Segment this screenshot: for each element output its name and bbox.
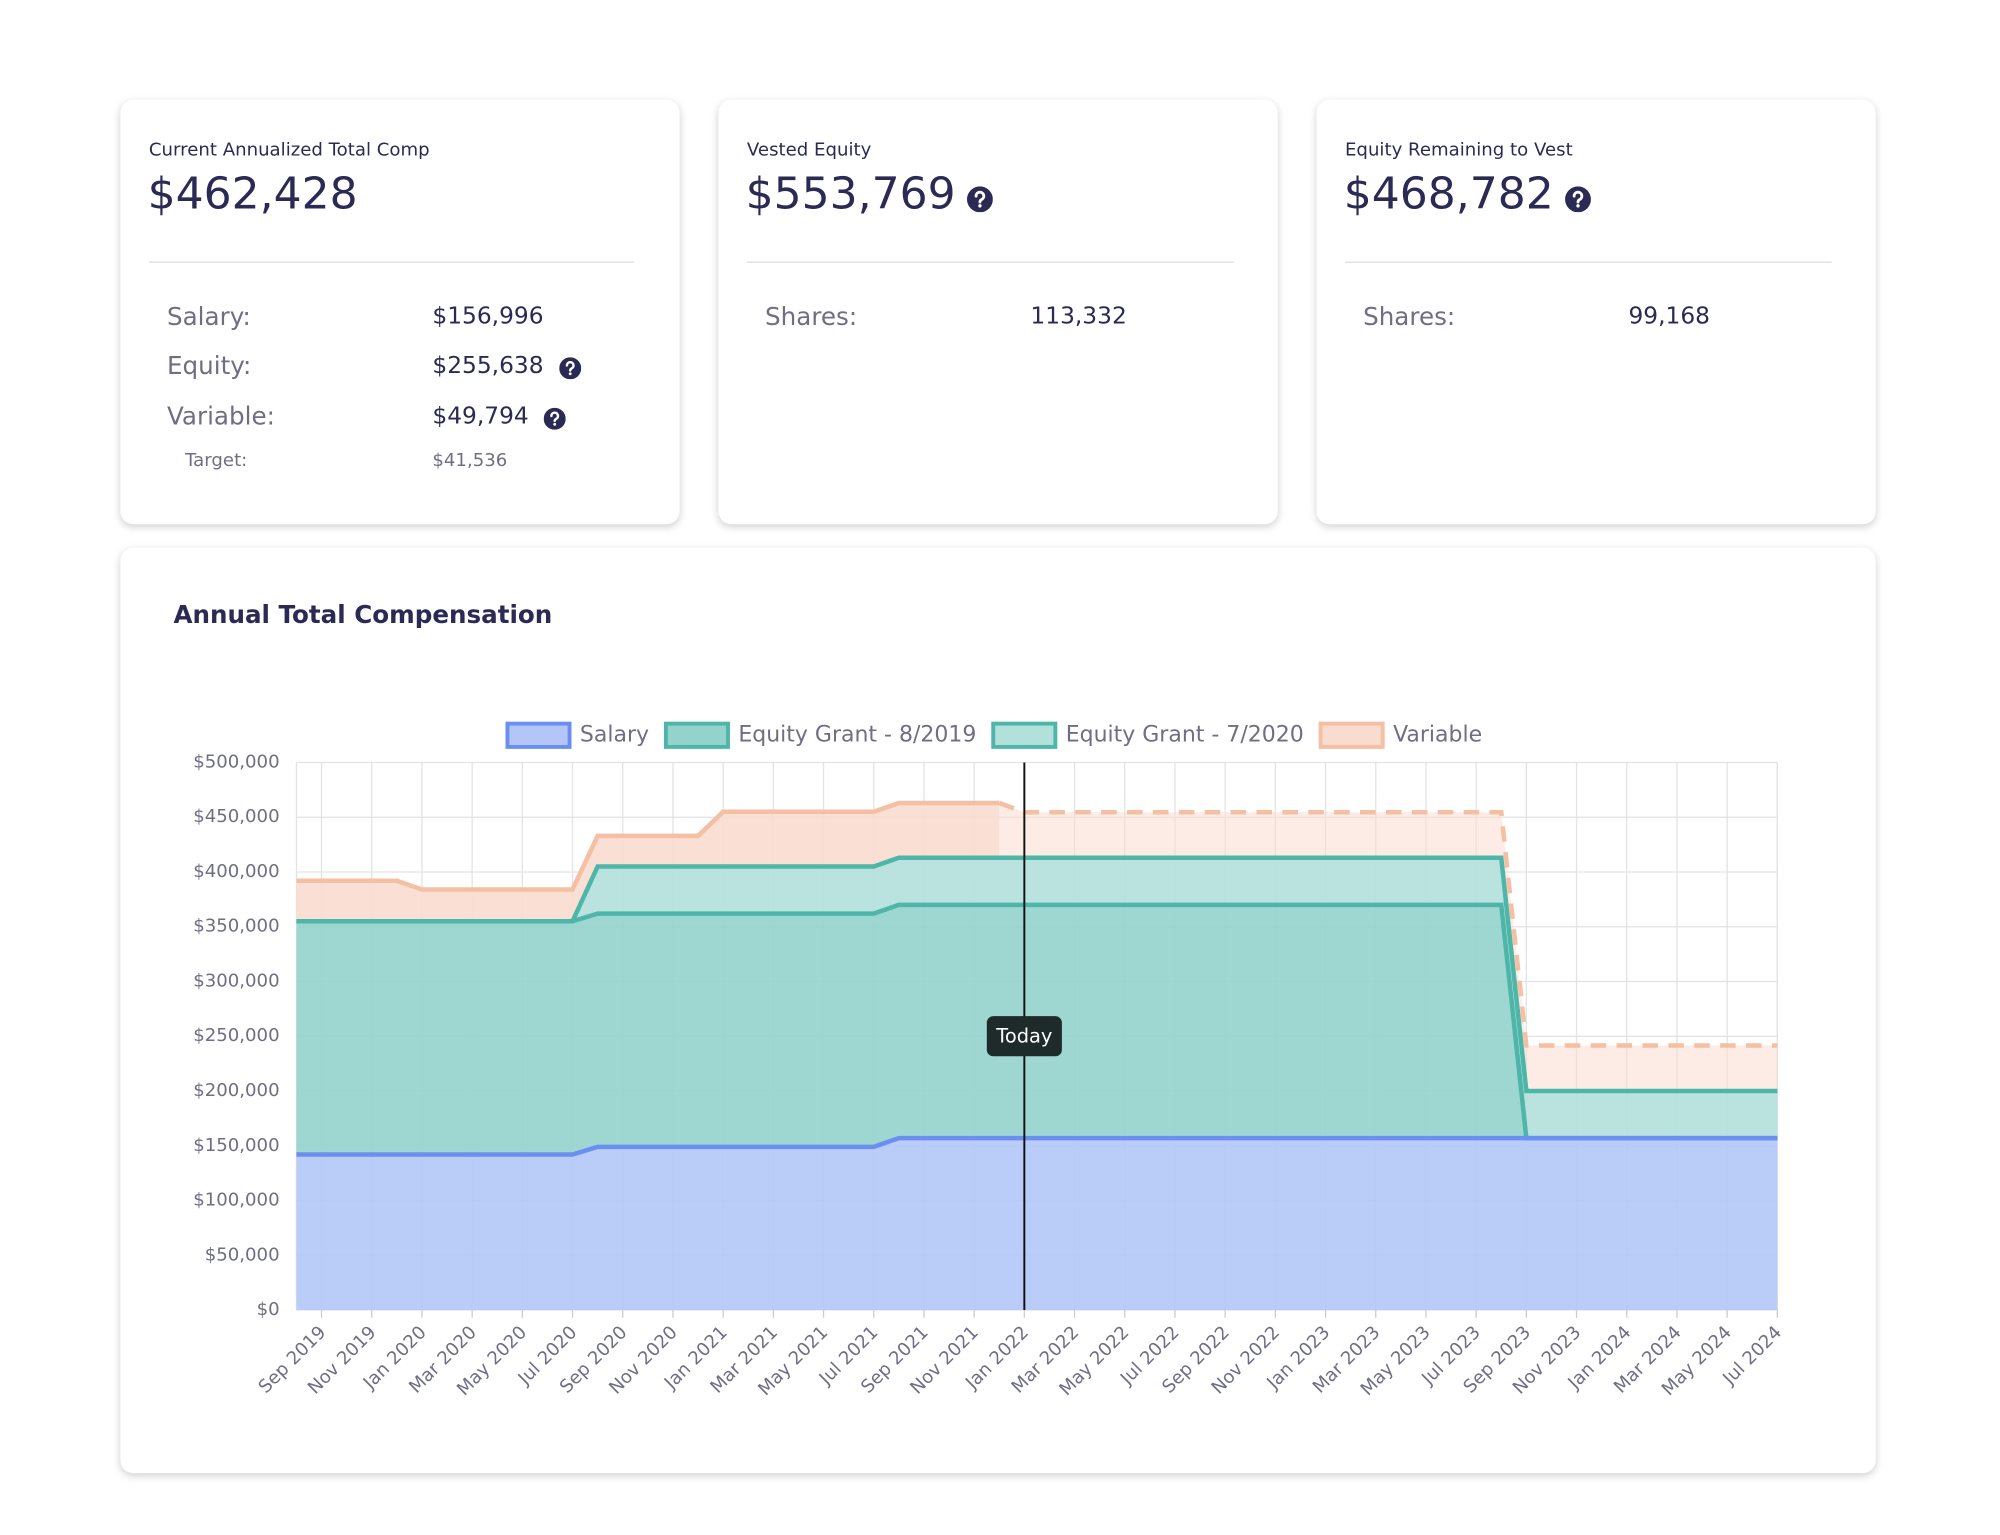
card <box>1316 99 1876 525</box>
row-label: Variable: <box>166 402 275 432</box>
legend-swatch <box>1318 721 1385 749</box>
line <box>998 800 1778 1048</box>
card-title: Equity Remaining to Vest <box>1344 139 1573 161</box>
y-tick-label: $400,000 <box>193 861 279 882</box>
row-label: Shares: <box>765 302 858 332</box>
row-value: 113,332 <box>1030 302 1127 331</box>
card-value: $468,782 <box>1343 168 1554 221</box>
y-tick-label: $500,000 <box>193 751 279 772</box>
help-icon[interactable] <box>559 357 582 380</box>
y-tick-label: $450,000 <box>193 806 279 827</box>
y-tick-label: $200,000 <box>193 1080 279 1101</box>
y-tick-label: $300,000 <box>193 970 279 991</box>
legend-label: Equity Grant - 8/2019 <box>738 722 976 747</box>
row-label: Shares: <box>1363 302 1456 332</box>
card-value: $462,428 <box>147 168 358 221</box>
divider <box>1344 261 1832 263</box>
help-icon[interactable] <box>966 186 993 213</box>
card-title: Vested Equity <box>746 139 872 161</box>
row-value: $49,794 <box>432 402 529 430</box>
card-value: $553,769 <box>745 168 956 221</box>
row-label: Target: <box>185 450 248 472</box>
row-label: Salary: <box>166 302 251 332</box>
today-badge <box>986 1016 1062 1057</box>
y-tick-label: $0 <box>257 1299 280 1320</box>
today-label: Today <box>995 1024 1052 1047</box>
legend-swatch <box>663 721 730 749</box>
help-icon[interactable] <box>543 407 566 430</box>
y-tick-label: $250,000 <box>193 1025 279 1046</box>
card <box>120 99 680 525</box>
y-tick-label: $150,000 <box>193 1135 279 1156</box>
row-value: $41,536 <box>432 450 508 472</box>
row-value: 99,168 <box>1628 302 1711 331</box>
line <box>296 800 1000 892</box>
y-tick-label: $350,000 <box>193 916 279 937</box>
row-value: $255,638 <box>432 352 544 380</box>
row-value: $156,996 <box>432 302 544 331</box>
area <box>296 1138 1778 1311</box>
card-title: Current Annualized Total Comp <box>148 139 430 161</box>
area <box>296 857 1778 1139</box>
row-label: Equity: <box>166 352 252 381</box>
area <box>999 802 1778 1092</box>
divider <box>148 261 635 263</box>
line <box>296 1135 1778 1157</box>
legend-label: Variable <box>1393 722 1482 747</box>
help-icon[interactable] <box>1565 186 1591 213</box>
card <box>718 99 1278 525</box>
legend-label: Salary <box>580 722 649 747</box>
legend-swatch <box>505 721 572 749</box>
y-tick-label: $50,000 <box>205 1244 280 1265</box>
legend-label: Equity Grant - 7/2020 <box>1066 722 1304 747</box>
chart-title: Annual Total Compensation <box>173 600 552 629</box>
legend-swatch <box>991 721 1058 749</box>
divider <box>746 261 1234 263</box>
y-tick-label: $100,000 <box>193 1190 279 1211</box>
